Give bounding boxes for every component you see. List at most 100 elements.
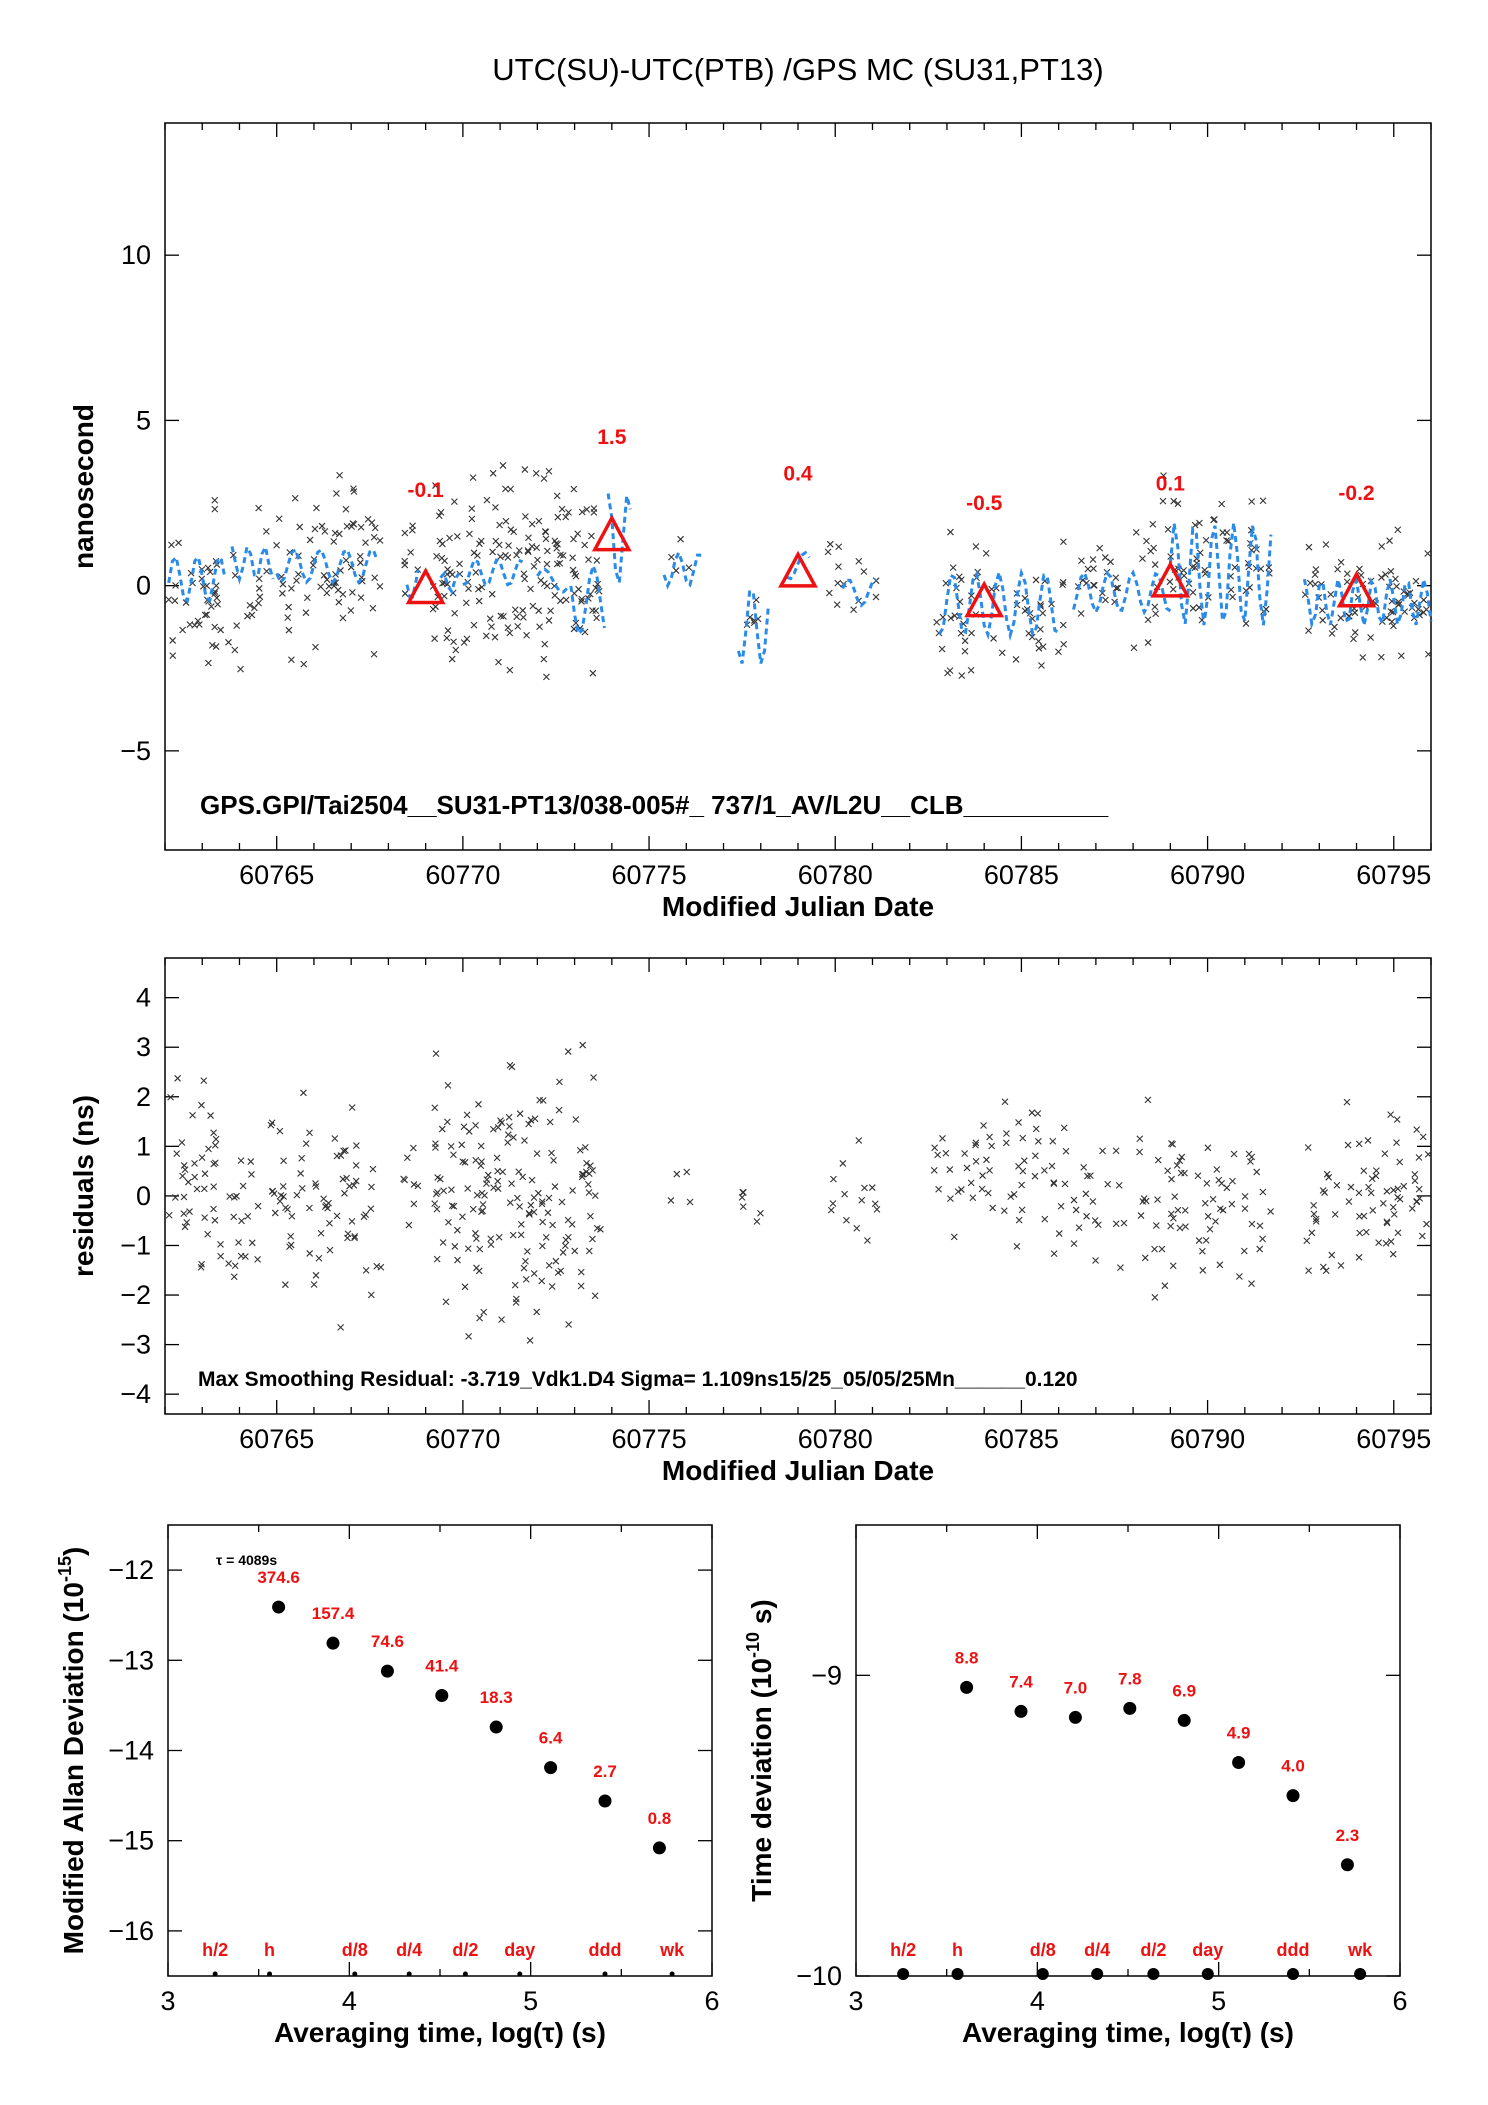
top-data-point (321, 527, 329, 535)
top-data-point (432, 482, 439, 489)
top-data-point (433, 552, 440, 560)
mid-data-point (1368, 1175, 1376, 1183)
top-data-point (972, 543, 980, 550)
mid-data-point (495, 1233, 503, 1241)
top-data-point (401, 561, 409, 569)
top-data-point (483, 496, 491, 504)
mid-data-point (439, 1239, 447, 1246)
top-data-point (850, 606, 858, 614)
mid-data-point (1028, 1109, 1036, 1117)
top-data-point (317, 583, 325, 591)
tdev-reference-dot (1091, 1968, 1104, 1980)
top-data-point (1191, 521, 1199, 529)
top-data-point (446, 568, 454, 576)
mdev-point-label: 18.3 (480, 1688, 513, 1707)
tdev-x-tick-label: 3 (848, 1986, 863, 2016)
top-data-point (255, 599, 262, 607)
top-smoothing-curve (167, 554, 227, 604)
top-smoothing-curve (462, 558, 524, 587)
top-data-point (1387, 608, 1395, 615)
mdev-deviation-point (544, 1761, 558, 1775)
top-data-point (543, 547, 551, 555)
top-data-point (207, 603, 215, 610)
top-data-point (1359, 654, 1367, 661)
mid-data-point (490, 1184, 497, 1192)
top-data-point (569, 554, 577, 562)
mid-data-point (868, 1184, 876, 1191)
top-data-point (500, 612, 507, 620)
tdev-reference-dot (1147, 1968, 1160, 1980)
mid-data-point (1362, 1228, 1370, 1236)
mid-data-point (350, 1181, 358, 1189)
top-data-point (1152, 610, 1160, 618)
mid-data-point (463, 1111, 471, 1119)
mid-data-point (1169, 1214, 1177, 1222)
mid-y-tick-label: 3 (136, 1032, 151, 1062)
mid-data-point (1136, 1148, 1143, 1156)
mid-data-point (513, 1194, 521, 1202)
mid-data-point (1154, 1156, 1162, 1164)
mid-data-point (1310, 1202, 1318, 1209)
top-data-point (349, 589, 356, 596)
mdev-y-axis-label-main: Modified Allan Deviation (10 (58, 1582, 89, 1954)
mid-data-point (542, 1233, 550, 1241)
mid-data-point (830, 1175, 837, 1183)
tdev-reference-dot (1287, 1968, 1300, 1980)
top-data-point (569, 566, 577, 574)
top-data-point (1132, 529, 1140, 536)
mdev-y-axis-label-end: ) (58, 1547, 89, 1556)
mid-data-point (1387, 1238, 1395, 1245)
mid-data-point (1070, 1196, 1078, 1204)
mid-data-point (564, 1233, 572, 1241)
mdev-deviation-point (598, 1794, 612, 1808)
mid-data-point (201, 1214, 209, 1222)
top-data-point (414, 566, 422, 574)
tdev-chart: 3 4 5 6 −10 −9 Averaging time, log(τ) (s) Time … (743, 1524, 1408, 2048)
mid-data-point (577, 1268, 585, 1276)
mdev-reference-label: h (264, 1940, 275, 1960)
mid-data-point (1202, 1237, 1210, 1244)
top-data-point (1350, 635, 1357, 643)
mid-data-point (1117, 1264, 1124, 1272)
top-data-point (1322, 541, 1330, 548)
mid-data-point (1308, 1229, 1316, 1237)
top-data-point (476, 540, 483, 548)
mdev-y-tick-label: −12 (108, 1555, 154, 1585)
mid-data-point (494, 1167, 501, 1175)
tdev-reference-label: h (952, 1940, 963, 1960)
top-data-point (593, 557, 601, 564)
mid-data-point (591, 1292, 599, 1300)
mid-data-point (1094, 1221, 1102, 1229)
mid-data-point (1209, 1195, 1217, 1203)
top-data-point (1231, 563, 1239, 571)
top-data-point (179, 626, 186, 634)
mid-data-point (827, 1206, 835, 1214)
top-mean-label: -0.5 (966, 492, 1003, 515)
mid-data-point (1144, 1096, 1152, 1104)
mdev-x-tick-label: 5 (523, 1986, 538, 2016)
mid-data-point (494, 1177, 502, 1185)
mid-data-point (1379, 1199, 1387, 1207)
top-data-point (1159, 497, 1167, 505)
top-data-point (255, 575, 263, 583)
top-data-point (191, 621, 199, 629)
top-data-point (961, 637, 969, 645)
top-data-point (1130, 644, 1138, 652)
mid-data-point (519, 1173, 527, 1181)
mid-data-point (280, 1157, 287, 1165)
mid-data-point (320, 1195, 327, 1203)
top-x-tick-label: 60790 (1170, 860, 1245, 890)
top-y-tick-label: 10 (121, 240, 151, 270)
top-y-axis-label-main: nanosecond (68, 404, 99, 569)
mid-data-point (450, 1202, 458, 1210)
mid-data-point (181, 1223, 189, 1231)
top-data-point (1166, 578, 1174, 586)
mid-data-point (205, 1145, 212, 1153)
top-mean-label: -0.1 (408, 479, 445, 502)
mid-data-point (972, 1141, 979, 1149)
top-data-point (1319, 616, 1327, 624)
top-data-point (872, 593, 880, 601)
mid-data-point (1375, 1239, 1383, 1247)
top-data-point (543, 560, 551, 568)
mid-data-point (472, 1229, 479, 1237)
